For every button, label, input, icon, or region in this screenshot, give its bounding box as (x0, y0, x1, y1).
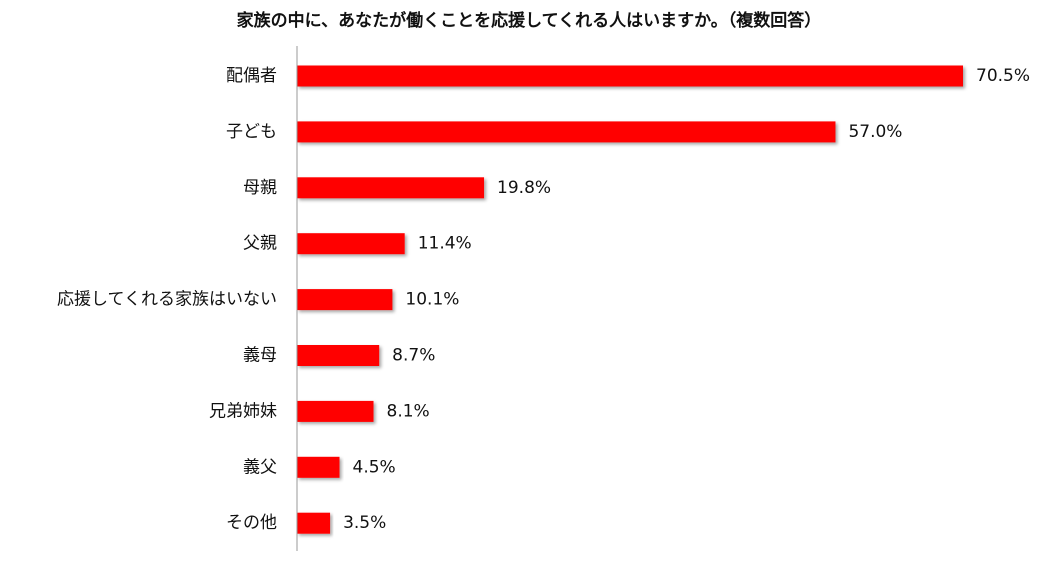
category-label-4: 応援してくれる家族はいない (57, 290, 277, 310)
bar-5 (297, 345, 380, 366)
value-label-4: 10.1% (405, 290, 459, 310)
value-label-2: 19.8% (497, 178, 551, 198)
chart-title: 家族の中に、あなたが働くことを応援してくれる人はいますか。（複数回答） (236, 11, 822, 31)
bar-4 (297, 289, 393, 311)
category-label-7: 義父 (243, 457, 277, 477)
value-label-6: 8.1% (387, 401, 430, 421)
category-label-0: 配偶者 (226, 66, 277, 86)
category-label-5: 義母 (243, 346, 277, 366)
value-label-3: 11.4% (418, 234, 472, 254)
bar-1 (297, 121, 836, 143)
bar-6 (297, 400, 374, 422)
category-label-1: 子ども (226, 122, 277, 142)
bar-7 (297, 456, 340, 478)
bar-2 (297, 177, 485, 199)
value-label-5: 8.7% (392, 346, 435, 366)
bar-0 (297, 65, 963, 87)
category-label-6: 兄弟姉妹 (209, 401, 277, 421)
category-label-2: 母親 (243, 178, 277, 198)
bar-8 (297, 512, 331, 534)
category-label-8: その他 (226, 513, 277, 533)
value-label-1: 57.0% (848, 122, 902, 142)
bar-3 (297, 233, 405, 255)
value-label-7: 4.5% (353, 457, 396, 477)
category-label-3: 父親 (243, 234, 277, 254)
value-label-8: 3.5% (343, 513, 386, 533)
value-label-0: 70.5% (976, 66, 1030, 86)
